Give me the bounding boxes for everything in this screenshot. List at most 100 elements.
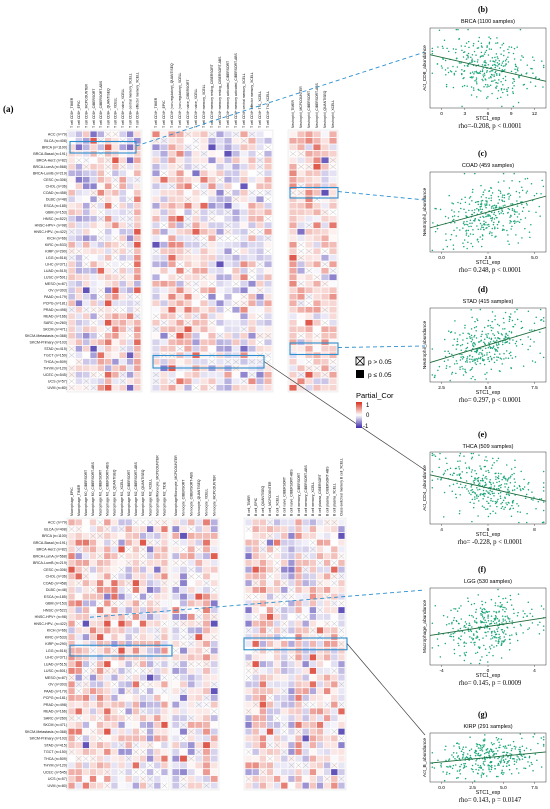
scatter-point bbox=[493, 213, 495, 215]
top-heatmap-cell bbox=[329, 150, 337, 157]
bottom-heatmap-cell bbox=[160, 721, 168, 729]
bottom-heatmap-ns-cross bbox=[90, 587, 96, 593]
bottom-heatmap-cell bbox=[309, 640, 317, 648]
bottom-heatmap-cell bbox=[259, 606, 267, 614]
top-heatmap-cell bbox=[168, 384, 176, 391]
top-heatmap-cell bbox=[329, 293, 337, 300]
top-heatmap-cell bbox=[200, 267, 208, 274]
top-heatmap-cell bbox=[232, 319, 240, 326]
top-heatmap-cell bbox=[184, 163, 192, 170]
scatter-point bbox=[497, 82, 499, 84]
bottom-heatmap-cell bbox=[132, 714, 140, 722]
top-heatmap-ns-cross bbox=[248, 131, 256, 137]
bottom-heatmap-cell bbox=[295, 768, 303, 776]
bottom-heatmap-cell bbox=[125, 606, 133, 614]
scatter-point bbox=[540, 498, 543, 500]
scatter-point bbox=[485, 221, 487, 224]
bottom-heatmap-cell bbox=[302, 573, 310, 580]
top-heatmap-cell bbox=[90, 267, 98, 274]
bottom-heatmap-ns-cross bbox=[132, 742, 139, 748]
bottom-heatmap-cell bbox=[125, 539, 133, 546]
bottom-heatmap-ns-cross bbox=[140, 600, 146, 607]
top-heatmap-cell bbox=[152, 332, 160, 339]
scatter-point bbox=[528, 481, 530, 484]
top-heatmap-cell bbox=[68, 332, 76, 339]
scatter-point bbox=[518, 180, 521, 183]
top-heatmap-cell bbox=[256, 274, 264, 281]
scatter-point bbox=[542, 490, 545, 492]
bottom-heatmap-ns-cross bbox=[172, 674, 179, 681]
top-heatmap-cell bbox=[297, 170, 305, 177]
bottom-heatmap-cell bbox=[252, 525, 260, 533]
top-heatmap-cell bbox=[232, 170, 240, 177]
scatter-point bbox=[459, 510, 461, 512]
bottom-heatmap-cell bbox=[160, 627, 168, 634]
x-tick-label: 7.5 bbox=[531, 385, 538, 391]
scatter-point bbox=[505, 333, 507, 335]
bottom-heatmap-cell bbox=[273, 519, 281, 526]
scatter-point bbox=[474, 344, 476, 346]
top-heatmap-cell bbox=[313, 280, 321, 287]
bottom-heatmap-row-label: UCS (n=57) bbox=[48, 777, 67, 781]
top-heatmap-cell bbox=[75, 287, 83, 294]
bottom-heatmap-cell bbox=[287, 748, 295, 756]
top-heatmap-cell bbox=[119, 313, 127, 320]
bottom-heatmap-cell bbox=[89, 573, 97, 580]
top-heatmap-ns-cross bbox=[224, 359, 232, 365]
scatter-point bbox=[465, 234, 468, 236]
bottom-heatmap-cell bbox=[160, 600, 168, 607]
top-heatmap-cell bbox=[90, 352, 98, 359]
scatter-point bbox=[488, 610, 490, 613]
scatter-point bbox=[474, 79, 476, 82]
top-heatmap-cell bbox=[264, 313, 272, 320]
bottom-heatmap-cell bbox=[323, 660, 331, 668]
scatter-point bbox=[513, 80, 515, 83]
bottom-heatmap-cell bbox=[160, 714, 168, 722]
bottom-heatmap-cell bbox=[302, 735, 310, 742]
scatter-point bbox=[473, 620, 476, 622]
bottom-heatmap-cell bbox=[103, 566, 111, 573]
top-heatmap-cell bbox=[216, 150, 224, 157]
scatter-point bbox=[496, 344, 498, 347]
scatter-point bbox=[471, 456, 474, 459]
scatter-point bbox=[446, 616, 449, 618]
x-tick-label: -4 bbox=[439, 668, 444, 674]
scatter-point bbox=[514, 211, 517, 213]
scatter-point bbox=[441, 67, 443, 69]
top-heatmap-cell bbox=[321, 326, 329, 333]
bottom-heatmap-cell bbox=[68, 647, 76, 654]
bottom-heatmap-cell bbox=[96, 647, 104, 654]
top-heatmap-cell bbox=[248, 332, 256, 339]
scatter-point bbox=[504, 75, 507, 78]
scatter-point bbox=[453, 218, 455, 221]
bottom-heatmap-ns-cross bbox=[245, 627, 252, 634]
top-heatmap-cell bbox=[119, 358, 127, 365]
bottom-heatmap-cell bbox=[309, 586, 317, 594]
top-heatmap-ns-cross bbox=[184, 281, 192, 287]
bottom-heatmap-ns-cross bbox=[111, 600, 118, 607]
bottom-heatmap-cell bbox=[118, 775, 126, 783]
bottom-heatmap-cell bbox=[75, 654, 83, 661]
top-heatmap-cell bbox=[184, 170, 192, 177]
scatter-point bbox=[463, 69, 466, 72]
bottom-heatmap-cell bbox=[139, 566, 147, 573]
bottom-heatmap-cell bbox=[118, 660, 126, 668]
bottom-heatmap-cell bbox=[330, 741, 338, 749]
scatter-point bbox=[522, 610, 524, 612]
bottom-heatmap-cell bbox=[68, 552, 76, 560]
bottom-heatmap-cell bbox=[295, 654, 303, 661]
bottom-heatmap-cell bbox=[82, 714, 90, 722]
scatter-point bbox=[514, 466, 516, 469]
bottom-heatmap-cell bbox=[172, 627, 180, 634]
top-heatmap-cell bbox=[160, 384, 168, 391]
bottom-heatmap-ns-cross bbox=[338, 776, 345, 782]
bottom-heatmap-cell bbox=[68, 667, 76, 675]
top-heatmap-cell bbox=[68, 235, 76, 242]
bottom-heatmap-cell bbox=[295, 606, 303, 614]
bottom-heatmap-cell bbox=[68, 627, 76, 634]
bottom-heatmap-cell bbox=[330, 606, 338, 614]
bottom-heatmap-ns-cross bbox=[140, 708, 146, 715]
scatter-point bbox=[485, 621, 487, 624]
bottom-heatmap-cell bbox=[273, 708, 281, 715]
scatter-point bbox=[499, 47, 502, 49]
